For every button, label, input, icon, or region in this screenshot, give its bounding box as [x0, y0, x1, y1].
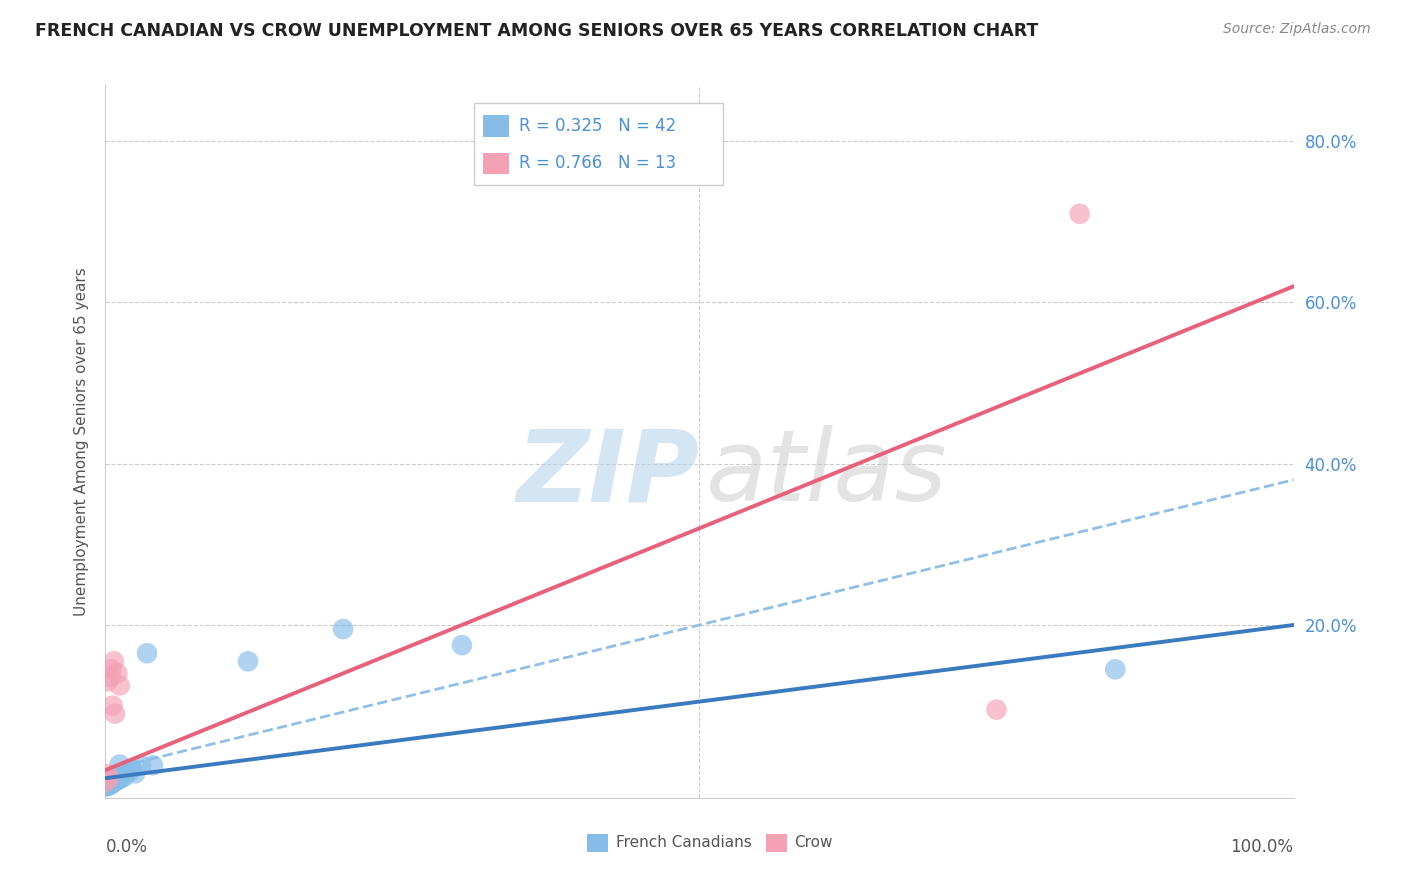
Point — [94, 779, 117, 793]
Point — [118, 764, 141, 779]
Point — [110, 771, 132, 785]
Point — [114, 770, 136, 784]
Point — [121, 762, 143, 776]
Point — [101, 776, 124, 790]
Point — [1104, 662, 1126, 676]
Point — [112, 767, 135, 781]
Point — [136, 646, 159, 660]
Point — [103, 775, 125, 789]
Point — [103, 770, 125, 784]
Point — [115, 763, 138, 777]
Point — [98, 774, 121, 789]
Point — [97, 776, 120, 790]
Point — [98, 670, 121, 684]
Point — [98, 771, 121, 785]
Point — [98, 778, 121, 792]
Point — [97, 773, 120, 788]
Point — [104, 706, 127, 721]
Point — [105, 773, 128, 788]
Point — [96, 767, 118, 781]
FancyBboxPatch shape — [474, 103, 723, 185]
Text: Crow: Crow — [794, 835, 832, 850]
Point — [105, 772, 128, 787]
Text: 0.0%: 0.0% — [105, 838, 148, 855]
Text: R = 0.766   N = 13: R = 0.766 N = 13 — [519, 154, 676, 172]
Point — [100, 662, 122, 676]
Point — [104, 772, 127, 786]
Point — [108, 678, 131, 692]
Text: French Canadians: French Canadians — [616, 835, 752, 850]
Point — [108, 757, 131, 772]
Point — [97, 674, 120, 689]
Y-axis label: Unemployment Among Seniors over 65 years: Unemployment Among Seniors over 65 years — [73, 268, 89, 615]
Point — [105, 666, 128, 681]
Point — [129, 758, 152, 772]
Point — [142, 758, 165, 772]
Point — [94, 775, 117, 789]
Point — [101, 698, 124, 713]
Text: R = 0.325   N = 42: R = 0.325 N = 42 — [519, 117, 676, 135]
Point — [98, 779, 121, 793]
Point — [986, 703, 1008, 717]
Point — [1069, 207, 1091, 221]
Point — [98, 772, 121, 786]
Point — [98, 775, 121, 789]
Point — [332, 622, 354, 636]
Point — [105, 770, 128, 784]
FancyBboxPatch shape — [484, 153, 509, 174]
Point — [100, 774, 122, 789]
FancyBboxPatch shape — [586, 834, 607, 852]
Point — [236, 654, 259, 668]
Point — [97, 779, 120, 793]
Point — [124, 766, 146, 780]
Point — [104, 774, 127, 789]
Text: atlas: atlas — [706, 425, 948, 522]
Point — [103, 772, 125, 787]
Point — [96, 777, 118, 791]
FancyBboxPatch shape — [484, 115, 509, 136]
Point — [100, 772, 122, 786]
Point — [94, 775, 117, 789]
Point — [103, 654, 125, 668]
Point — [100, 777, 122, 791]
Text: 100.0%: 100.0% — [1230, 838, 1294, 855]
Point — [107, 772, 129, 786]
Text: FRENCH CANADIAN VS CROW UNEMPLOYMENT AMONG SENIORS OVER 65 YEARS CORRELATION CHA: FRENCH CANADIAN VS CROW UNEMPLOYMENT AMO… — [35, 22, 1039, 40]
Text: Source: ZipAtlas.com: Source: ZipAtlas.com — [1223, 22, 1371, 37]
FancyBboxPatch shape — [766, 834, 787, 852]
Point — [450, 638, 472, 652]
Point — [101, 773, 124, 788]
Point — [98, 772, 121, 787]
Point — [96, 779, 118, 793]
Text: ZIP: ZIP — [516, 425, 700, 522]
